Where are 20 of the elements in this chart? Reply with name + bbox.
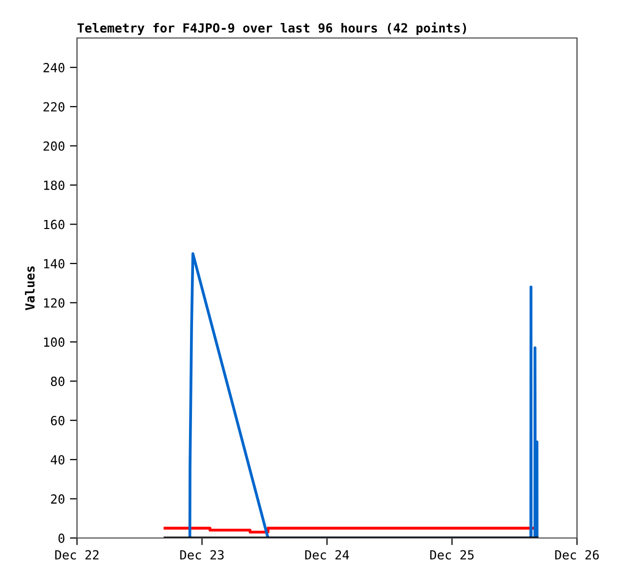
y-tick-label: 40	[50, 455, 64, 465]
y-tick-label: 60	[50, 416, 64, 426]
y-tick-label: 0	[58, 534, 64, 543]
y-tick-label: 140	[44, 258, 64, 268]
y-tick-label: 180	[44, 180, 64, 190]
x-tick-label: Dec 24	[305, 550, 349, 560]
y-tick-label: 240	[44, 62, 64, 72]
y-tick-label: 200	[44, 141, 64, 151]
y-tick-label: 120	[44, 298, 64, 308]
x-tick-label: Dec 25	[430, 550, 474, 560]
y-tick-label: 160	[44, 220, 64, 230]
x-tick-label: Dec 22	[55, 550, 99, 560]
y-tick-label: 220	[44, 102, 64, 112]
y-axis-title: Values	[24, 266, 35, 310]
y-tick-label: 20	[51, 494, 64, 504]
y-tick-label: 100	[44, 337, 64, 347]
chart-title: Telemetry for F4JPO-9 over last 96 hours (42 points)	[78, 22, 466, 36]
x-tick-label: Dec 23	[180, 550, 224, 560]
y-tick-label: 80	[50, 376, 64, 386]
x-tick-label: Dec 26	[555, 550, 599, 560]
